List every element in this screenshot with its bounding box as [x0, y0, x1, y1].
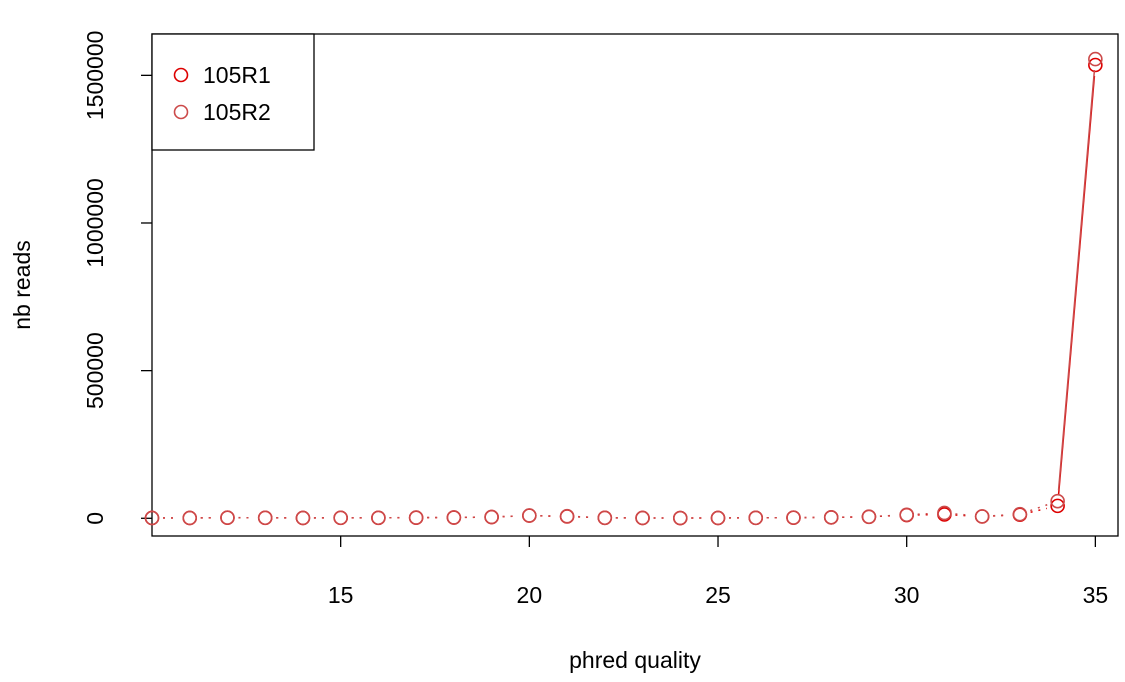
data-point: [522, 508, 537, 523]
data-point: [295, 510, 311, 526]
data-point: [144, 510, 160, 526]
data-point: [220, 510, 235, 525]
x-tick-label: 15: [328, 582, 354, 608]
legend-items: 105R1 105R2: [173, 62, 271, 125]
x-tick-label: 20: [517, 582, 543, 608]
data-point: [710, 510, 726, 526]
plot-frame: [151, 33, 1119, 537]
series-layer: [144, 51, 1103, 526]
series-line-segment: [879, 514, 896, 518]
y-tick-label: 0: [82, 512, 108, 525]
y-tick-label: 1500000: [82, 31, 108, 121]
series-line-segment: [1030, 507, 1048, 513]
y-axis-label: nb reads: [9, 240, 35, 330]
data-point: [559, 508, 575, 524]
series-105R2: [144, 51, 1103, 526]
data-point: [597, 510, 613, 526]
data-point: [635, 510, 650, 526]
data-point: [786, 510, 801, 525]
legend-marker: [173, 67, 189, 83]
series-line-segment: [578, 516, 594, 519]
data-point: [1088, 51, 1103, 67]
data-point: [484, 509, 499, 525]
series-line-segment: [993, 514, 1009, 517]
data-point: [371, 510, 386, 526]
legend-label: 105R2: [203, 99, 271, 125]
series-line-segment: [917, 512, 934, 515]
legend-box: [151, 33, 315, 151]
data-point: [823, 509, 839, 525]
series-line-segment: [993, 514, 1009, 517]
series-line-segment: [1030, 504, 1048, 512]
legend-label: 105R1: [203, 62, 271, 88]
data-point: [1088, 57, 1103, 73]
data-point: [937, 505, 952, 521]
data-point: [408, 510, 424, 525]
data-point: [1050, 493, 1065, 509]
data-point: [333, 510, 348, 526]
x-tick-label: 25: [705, 582, 731, 608]
series-line-segment: [1057, 69, 1096, 491]
series-line-segment: [879, 514, 896, 517]
data-point: [446, 510, 462, 525]
data-point: [974, 509, 990, 524]
series-line-segment: [502, 515, 519, 518]
x-tick-label: 35: [1083, 582, 1109, 608]
data-point: [182, 510, 198, 526]
data-point: [899, 507, 914, 523]
x-axis-label: phred quality: [569, 647, 701, 673]
y-tick-label: 500000: [82, 332, 108, 409]
series-line-segment: [578, 515, 594, 519]
axes: 15 20 25 30 35 0 500000 1000000 1500000: [82, 31, 1108, 608]
data-point: [1050, 498, 1065, 514]
x-tick-label: 30: [894, 582, 920, 608]
legend-marker: [173, 104, 189, 120]
data-point: [672, 510, 688, 526]
y-tick-label: 1000000: [82, 178, 108, 268]
data-point: [257, 510, 273, 526]
series-line-segment: [955, 513, 972, 517]
data-point: [748, 510, 764, 526]
series-line-segment: [955, 514, 972, 517]
series-line-segment: [502, 515, 519, 518]
data-point: [1012, 506, 1028, 522]
legend: 105R1 105R2: [151, 33, 315, 151]
data-point: [861, 509, 877, 524]
